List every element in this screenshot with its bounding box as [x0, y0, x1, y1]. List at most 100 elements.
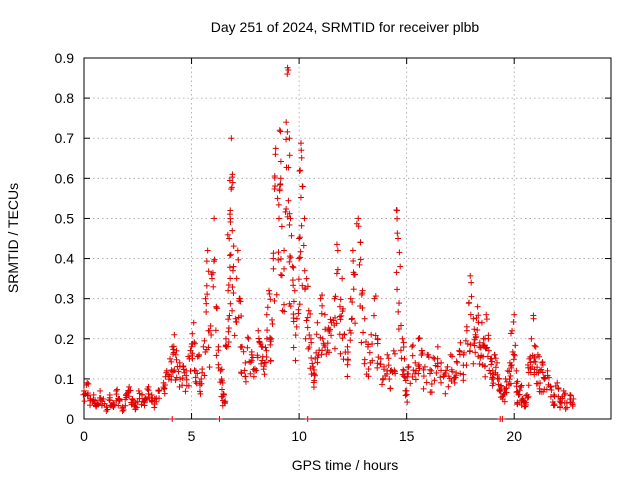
- data-point: [398, 355, 405, 362]
- data-point: [277, 158, 284, 165]
- data-point: [230, 263, 237, 270]
- data-point: [471, 340, 478, 347]
- data-point: [570, 395, 577, 402]
- data-point: [307, 365, 314, 372]
- y-tick-label: 0: [66, 411, 74, 427]
- data-point: [567, 392, 574, 399]
- data-point: [349, 247, 356, 254]
- data-point: [238, 313, 245, 320]
- data-point: [420, 385, 427, 392]
- data-point: [270, 255, 277, 262]
- data-point: [438, 367, 445, 374]
- data-point: [319, 347, 326, 354]
- data-point: [418, 351, 425, 358]
- data-point: [474, 303, 481, 310]
- data-point: [227, 275, 234, 282]
- data-point: [205, 327, 212, 334]
- data-point: [402, 377, 409, 384]
- data-point: [248, 357, 255, 364]
- data-point: [297, 254, 304, 261]
- data-point: [226, 252, 233, 259]
- data-point: [203, 282, 210, 289]
- data-point: [183, 372, 190, 379]
- data-point: [306, 344, 313, 351]
- data-point: [445, 383, 452, 390]
- data-point: [374, 340, 381, 347]
- data-point: [304, 324, 311, 331]
- data-point: [280, 301, 287, 308]
- data-point: [170, 346, 177, 353]
- data-points: [80, 64, 577, 422]
- y-axis-label: SRMTID / TECUs: [5, 183, 21, 293]
- data-point: [302, 335, 309, 342]
- data-point: [238, 369, 245, 376]
- data-point: [456, 347, 463, 354]
- data-point: [261, 371, 268, 378]
- data-point: [490, 380, 497, 387]
- data-point: [98, 402, 105, 409]
- data-point: [409, 342, 416, 349]
- data-point: [344, 343, 351, 350]
- data-point: [415, 335, 422, 342]
- data-point: [390, 347, 397, 354]
- data-point: [394, 286, 401, 293]
- data-point: [277, 175, 284, 182]
- data-point: [374, 364, 381, 371]
- data-point: [200, 343, 207, 350]
- data-point: [416, 334, 423, 341]
- data-point: [467, 347, 474, 354]
- data-point: [427, 366, 434, 373]
- data-point: [501, 398, 508, 405]
- data-point: [260, 363, 267, 370]
- data-point: [420, 373, 427, 380]
- data-point: [241, 367, 248, 374]
- data-point: [283, 136, 290, 143]
- data-point: [359, 290, 366, 297]
- data-point: [103, 404, 110, 411]
- data-point: [355, 223, 362, 230]
- data-point: [207, 322, 214, 329]
- data-point: [404, 370, 411, 377]
- data-point: [271, 173, 278, 180]
- data-point: [340, 305, 347, 312]
- data-point: [286, 135, 293, 142]
- data-point: [297, 167, 304, 174]
- data-point: [297, 140, 304, 147]
- data-point: [87, 402, 94, 409]
- data-point: [467, 341, 474, 348]
- data-point: [284, 128, 291, 135]
- data-point: [227, 300, 234, 307]
- data-point: [400, 373, 407, 380]
- data-point: [92, 402, 99, 409]
- data-point: [229, 307, 236, 314]
- data-point: [179, 363, 186, 370]
- data-point: [404, 399, 411, 406]
- data-point: [352, 320, 359, 327]
- data-point: [191, 340, 198, 347]
- data-point: [444, 363, 451, 370]
- data-point: [233, 318, 240, 325]
- x-tick-label: 5: [188, 428, 196, 444]
- data-point: [172, 351, 179, 358]
- data-point: [442, 370, 449, 377]
- data-point: [179, 374, 186, 381]
- data-point: [385, 362, 392, 369]
- data-point: [110, 401, 117, 408]
- data-point: [337, 350, 344, 357]
- data-point: [245, 335, 252, 342]
- data-point: [281, 247, 288, 254]
- data-point: [433, 369, 440, 376]
- data-point: [510, 318, 517, 325]
- data-point: [262, 344, 269, 351]
- data-point: [144, 386, 151, 393]
- data-point: [266, 290, 273, 297]
- data-point: [467, 311, 474, 318]
- data-point: [463, 323, 470, 330]
- data-point: [403, 391, 410, 398]
- data-point: [539, 369, 546, 376]
- data-point: [409, 352, 416, 359]
- y-tick-label: 0.4: [55, 251, 75, 267]
- data-point: [527, 365, 534, 372]
- data-point: [339, 335, 346, 342]
- data-point: [473, 315, 480, 322]
